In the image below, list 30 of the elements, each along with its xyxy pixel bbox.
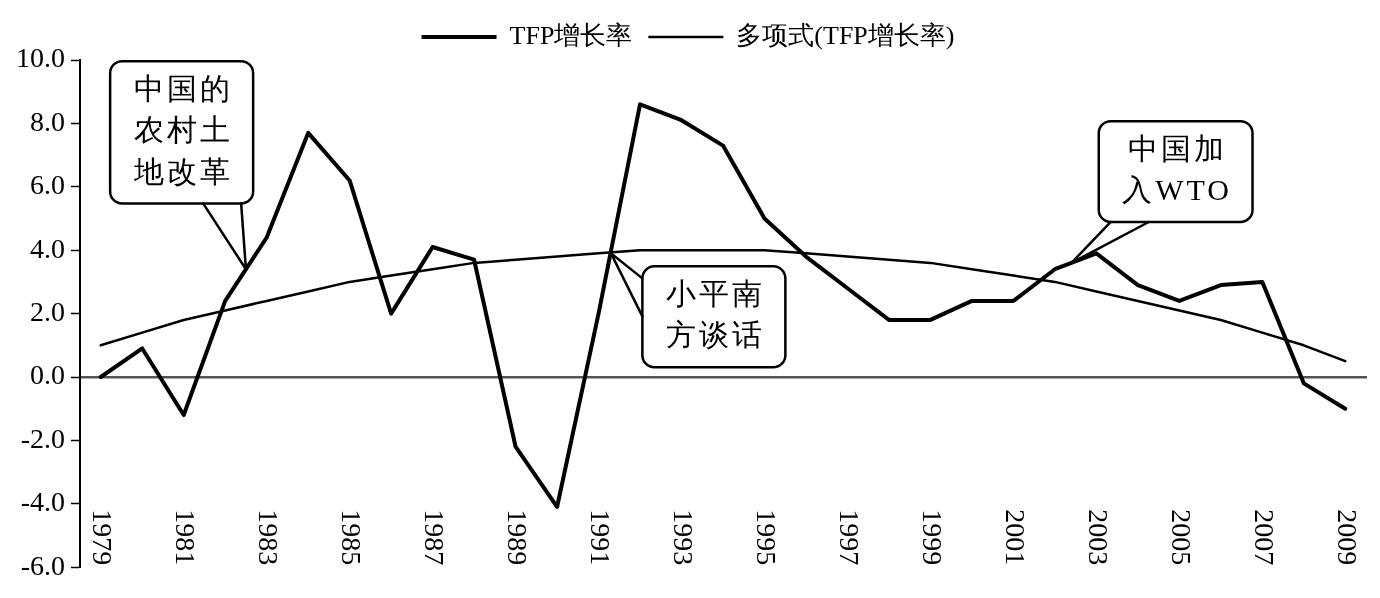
x-tick-label: 2003	[1083, 509, 1114, 566]
x-tick-label: 2001	[1000, 509, 1032, 566]
x-tick-label: 2009	[1331, 509, 1363, 566]
x-tick-label: 1979	[87, 509, 119, 566]
y-tick-label: 6.0	[30, 169, 65, 201]
annotation: 中国加入WTO	[1122, 131, 1233, 207]
y-tick-label: -6.0	[20, 549, 65, 581]
x-tick-label: 2005	[1165, 509, 1197, 566]
x-tick-label: 1999	[917, 509, 949, 566]
x-tick-label: 1987	[419, 509, 451, 566]
x-tick-label: 1997	[834, 509, 866, 566]
y-tick-label: 4.0	[30, 232, 65, 264]
x-tick-label: 1985	[336, 509, 368, 566]
legend-label: 多项式(TFP增长率)	[736, 20, 955, 50]
x-tick-label: 1995	[751, 509, 783, 566]
x-tick-label: 1981	[170, 509, 202, 566]
x-tick-label: 1989	[502, 509, 534, 566]
y-tick-label: -2.0	[20, 422, 65, 454]
x-tick-label: 1991	[585, 509, 617, 566]
y-tick-label: 2.0	[30, 295, 65, 327]
y-tick-label: 0.0	[30, 359, 65, 391]
annotation: 小平南方谈话	[665, 276, 765, 352]
x-tick-label: 2007	[1248, 509, 1280, 566]
x-tick-label: 1993	[668, 509, 700, 566]
y-tick-label: 8.0	[30, 105, 65, 137]
annotation: 中国的农村土地改革	[132, 71, 233, 188]
x-tick-label: 1983	[253, 509, 285, 566]
y-tick-label: -4.0	[20, 486, 65, 518]
legend-label: TFP增长率	[509, 20, 633, 50]
y-tick-label: 10.0	[16, 42, 65, 74]
